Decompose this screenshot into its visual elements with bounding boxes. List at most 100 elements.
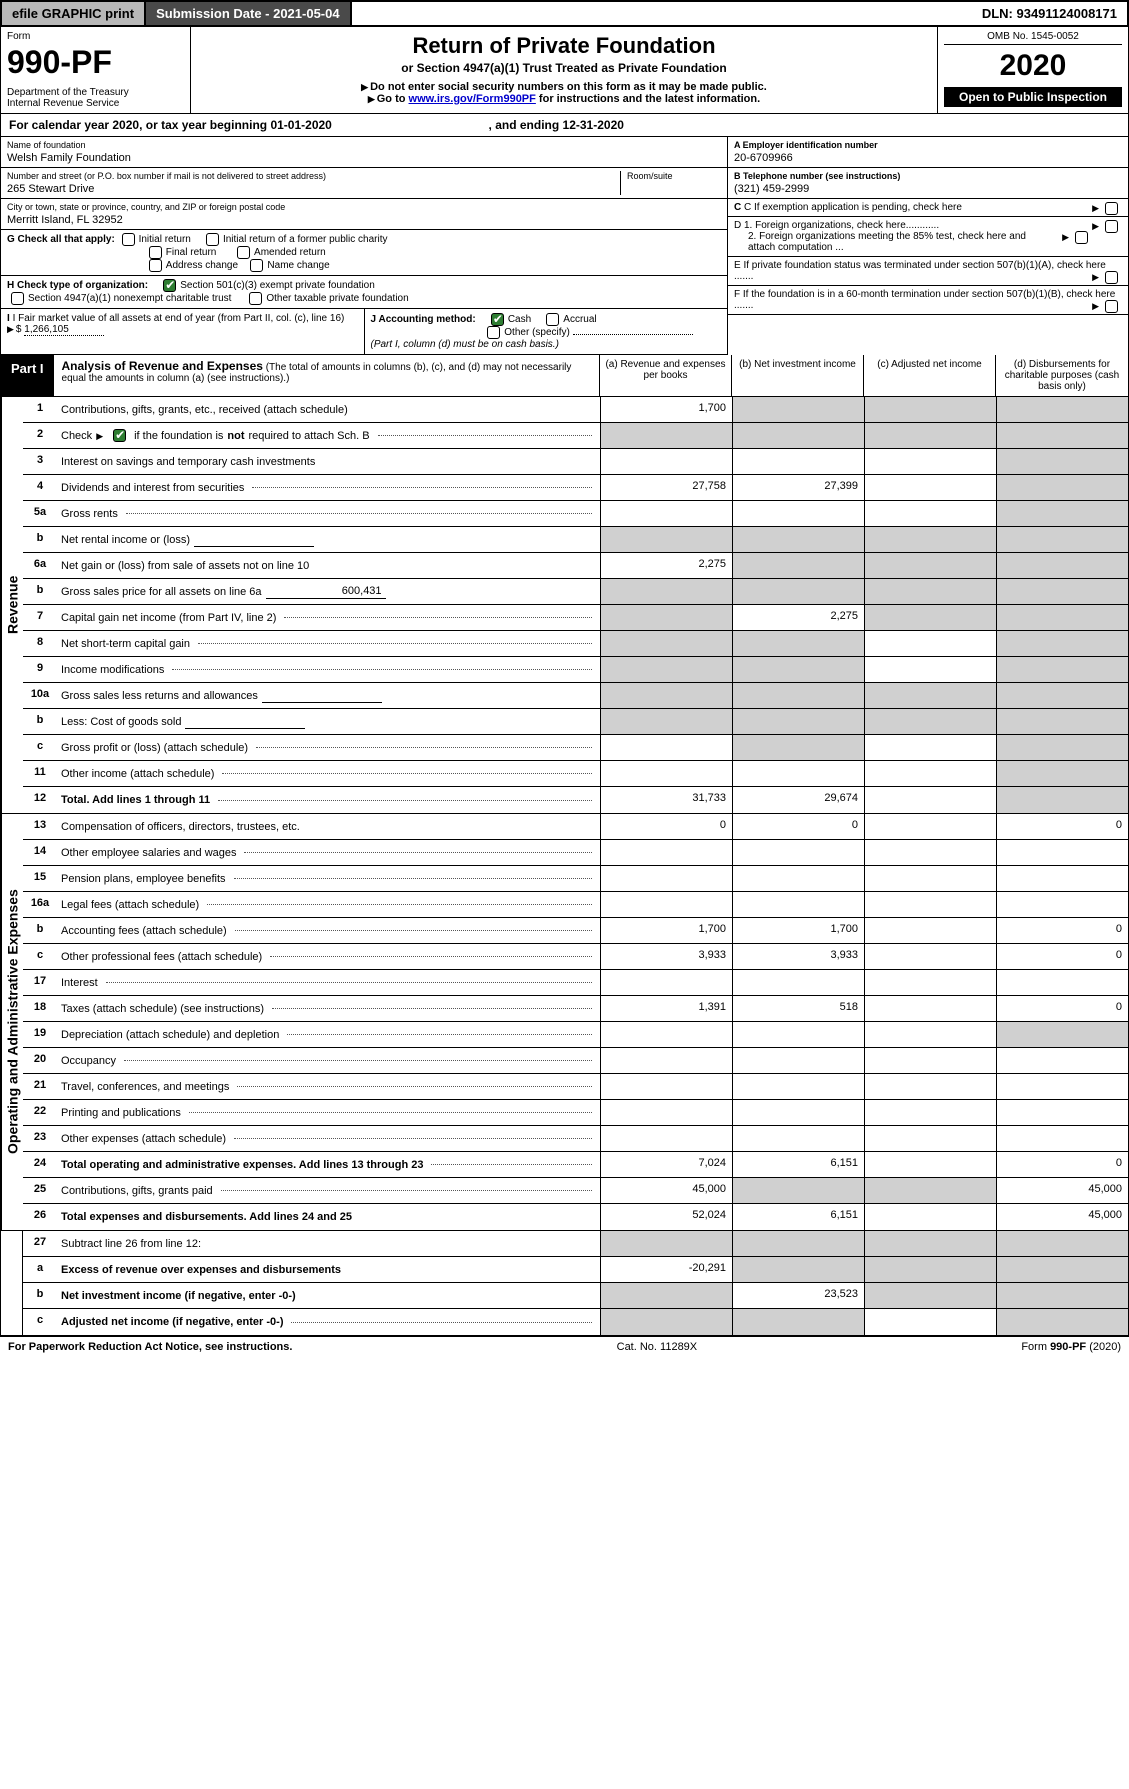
cell xyxy=(600,840,732,865)
cell xyxy=(864,709,996,734)
cell xyxy=(864,814,996,839)
col-b-header: (b) Net investment income xyxy=(732,355,864,396)
ck-c[interactable] xyxy=(1105,202,1118,215)
cell xyxy=(600,1022,732,1047)
cell: 27,399 xyxy=(732,475,864,500)
row-r2: 2 Check if the foundation is not require… xyxy=(23,423,1128,449)
ck-initial-former[interactable] xyxy=(206,233,219,246)
cell xyxy=(996,1257,1128,1282)
cell xyxy=(600,579,732,604)
cell xyxy=(864,501,996,526)
cell xyxy=(864,892,996,917)
ein: 20-6709966 xyxy=(734,152,1122,164)
row-r16c: c Other professional fees (attach schedu… xyxy=(23,944,1128,970)
cell: 7,024 xyxy=(600,1152,732,1177)
cell xyxy=(732,397,864,422)
row-desc-r10c: Gross profit or (loss) (attach schedule) xyxy=(57,735,600,760)
ck-schb[interactable] xyxy=(113,429,126,442)
ck-initial[interactable] xyxy=(122,233,135,246)
cell xyxy=(864,735,996,760)
ck-f[interactable] xyxy=(1105,300,1118,313)
cell xyxy=(732,892,864,917)
cell xyxy=(732,527,864,552)
cell: 518 xyxy=(732,996,864,1021)
row-num-r5a: 5a xyxy=(23,501,57,526)
row-r27c: c Adjusted net income (if negative, ente… xyxy=(23,1309,1128,1335)
ck-cash[interactable] xyxy=(491,313,504,326)
cell xyxy=(864,918,996,943)
ck-accrual[interactable] xyxy=(546,313,559,326)
tel-label: B Telephone number (see instructions) xyxy=(734,171,900,181)
cell xyxy=(732,1048,864,1073)
cell xyxy=(996,892,1128,917)
submission-date: Submission Date - 2021-05-04 xyxy=(146,2,352,25)
row-r26: 26 Total expenses and disbursements. Add… xyxy=(23,1204,1128,1230)
row-num-r27a: a xyxy=(23,1257,57,1282)
c-pending: C C If exemption application is pending,… xyxy=(728,199,1128,217)
cell xyxy=(996,501,1128,526)
inline-r10a xyxy=(262,689,382,703)
tax-year: 2020 xyxy=(944,49,1122,83)
note-ssn: Do not enter social security numbers on … xyxy=(201,81,927,93)
row-r4: 4 Dividends and interest from securities… xyxy=(23,475,1128,501)
row-desc-r22: Printing and publications xyxy=(57,1100,600,1125)
cell xyxy=(996,397,1128,422)
ck-d2[interactable] xyxy=(1075,231,1088,244)
row-r18: 18 Taxes (attach schedule) (see instruct… xyxy=(23,996,1128,1022)
cell xyxy=(996,579,1128,604)
row-num-r25: 25 xyxy=(23,1178,57,1203)
ck-other-taxable[interactable] xyxy=(249,292,262,305)
row-num-r21: 21 xyxy=(23,1074,57,1099)
cell xyxy=(996,866,1128,891)
cell xyxy=(864,1309,996,1335)
cell xyxy=(600,970,732,995)
irs-link[interactable]: www.irs.gov/Form990PF xyxy=(409,93,536,105)
row-desc-r10a: Gross sales less returns and allowances xyxy=(57,683,600,708)
row-num-r19: 19 xyxy=(23,1022,57,1047)
cell: 1,391 xyxy=(600,996,732,1021)
foundation-name: Welsh Family Foundation xyxy=(7,152,721,164)
d-foreign: D 1. Foreign organizations, check here..… xyxy=(728,217,1128,257)
row-r15: 15 Pension plans, employee benefits xyxy=(23,866,1128,892)
row-desc-r14: Other employee salaries and wages xyxy=(57,840,600,865)
cell xyxy=(732,970,864,995)
cell xyxy=(996,449,1128,474)
ck-d1[interactable] xyxy=(1105,220,1118,233)
row-r22: 22 Printing and publications xyxy=(23,1100,1128,1126)
row-desc-r20: Occupancy xyxy=(57,1048,600,1073)
cell xyxy=(996,1074,1128,1099)
row-num-r27: 27 xyxy=(23,1231,57,1256)
cell xyxy=(864,787,996,813)
cell xyxy=(864,1152,996,1177)
row-r20: 20 Occupancy xyxy=(23,1048,1128,1074)
ck-final[interactable] xyxy=(149,246,162,259)
efile-button[interactable]: efile GRAPHIC print xyxy=(2,2,146,25)
cell: 6,151 xyxy=(732,1152,864,1177)
ck-501c3[interactable] xyxy=(163,279,176,292)
cell xyxy=(996,1309,1128,1335)
g-check-row: G Check all that apply: Initial return I… xyxy=(1,230,727,276)
open-public: Open to Public Inspection xyxy=(944,87,1122,107)
cell xyxy=(996,1126,1128,1151)
cell: 6,151 xyxy=(732,1204,864,1230)
row-desc-r24: Total operating and administrative expen… xyxy=(57,1152,600,1177)
cell xyxy=(864,840,996,865)
ck-other-method[interactable] xyxy=(487,326,500,339)
cell: 0 xyxy=(600,814,732,839)
row-desc-r19: Depreciation (attach schedule) and deple… xyxy=(57,1022,600,1047)
ck-amended[interactable] xyxy=(237,246,250,259)
row-r13: 13 Compensation of officers, directors, … xyxy=(23,814,1128,840)
cell xyxy=(732,1231,864,1256)
ck-4947[interactable] xyxy=(11,292,24,305)
row-desc-r9: Income modifications xyxy=(57,657,600,682)
row-num-r1: 1 xyxy=(23,397,57,422)
ck-address[interactable] xyxy=(149,259,162,272)
cell xyxy=(864,449,996,474)
ck-e[interactable] xyxy=(1105,271,1118,284)
row-r19: 19 Depreciation (attach schedule) and de… xyxy=(23,1022,1128,1048)
calendar-year-row: For calendar year 2020, or tax year begi… xyxy=(0,114,1129,137)
ck-name-change[interactable] xyxy=(250,259,263,272)
cell xyxy=(996,840,1128,865)
cell: 45,000 xyxy=(996,1178,1128,1203)
cell: 0 xyxy=(732,814,864,839)
